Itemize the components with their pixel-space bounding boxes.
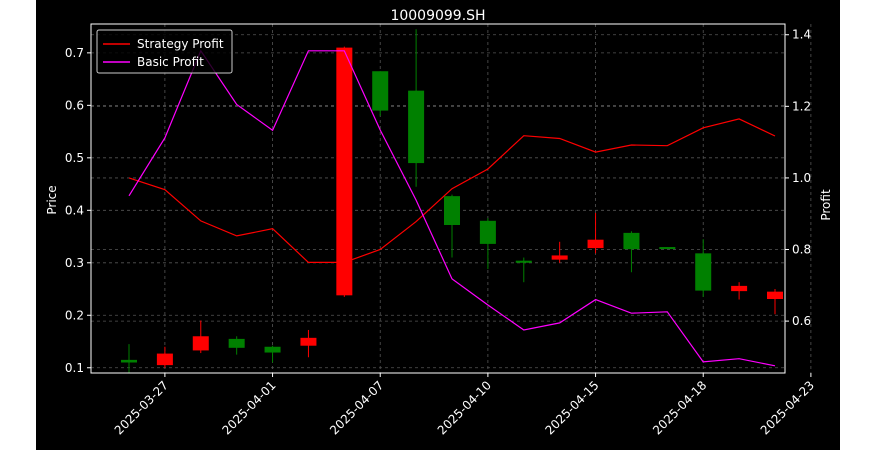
candle-body bbox=[767, 291, 783, 300]
candle-body bbox=[372, 71, 389, 111]
legend-box bbox=[96, 29, 233, 74]
basic-profit-line bbox=[128, 49, 776, 367]
y-tick-label: 0.7 bbox=[65, 46, 84, 60]
y-axis-label-left: Price bbox=[45, 185, 59, 214]
plot-frame bbox=[90, 23, 786, 374]
legend-basic-label: Basic Profit bbox=[137, 55, 204, 69]
candle-body bbox=[192, 336, 209, 351]
candle-body bbox=[515, 260, 532, 263]
y-right-tick-label: 1.0 bbox=[792, 171, 811, 185]
candle-body bbox=[623, 232, 640, 250]
y-tick-label: 0.6 bbox=[65, 98, 84, 112]
y-right-tick-label: 1.2 bbox=[792, 99, 811, 113]
chart-title: 10009099.SH bbox=[390, 8, 485, 24]
candle-body bbox=[156, 353, 173, 366]
candle-body bbox=[264, 346, 281, 353]
y-tick-label: 0.5 bbox=[65, 151, 84, 165]
candle-body bbox=[731, 285, 748, 292]
candlestick-chart: 0.1 0.2 0.3 0.4 0.5 0.6 0.7 0.6 0.8 1.0 1.2 1.4 2025… bbox=[45, 8, 833, 438]
y-right-tick-label: 0.8 bbox=[792, 243, 811, 257]
x-tick-label: 2025-03-27 bbox=[112, 378, 171, 437]
candle-body bbox=[300, 337, 317, 346]
candle-body bbox=[336, 47, 353, 296]
candle-body bbox=[659, 247, 676, 250]
candle-body bbox=[695, 253, 712, 291]
y-right-tick-label: 1.4 bbox=[792, 28, 811, 42]
candles bbox=[121, 29, 783, 373]
y-tick-label: 0.4 bbox=[65, 203, 84, 217]
legend: Strategy Profit Basic Profit bbox=[96, 29, 233, 74]
x-tick-label: 2025-04-07 bbox=[327, 378, 386, 437]
y-tick-label: 0.3 bbox=[65, 256, 84, 270]
y-axis-label-right: Profit bbox=[819, 189, 833, 221]
candle-body bbox=[551, 255, 568, 260]
candle-body bbox=[121, 359, 137, 363]
axes: 0.1 0.2 0.3 0.4 0.5 0.6 0.7 0.6 0.8 1.0 1.2 1.4 2025… bbox=[65, 28, 817, 438]
candle-body bbox=[444, 196, 460, 226]
y-tick-label: 0.1 bbox=[65, 361, 84, 375]
y-tick-label: 0.2 bbox=[65, 308, 84, 322]
legend-strategy-label: Strategy Profit bbox=[137, 37, 224, 51]
strategy-profit-line bbox=[128, 118, 776, 263]
x-tick-label: 2025-04-01 bbox=[219, 378, 278, 437]
profit-lines bbox=[128, 49, 776, 367]
x-tick-label: 2025-04-10 bbox=[435, 378, 494, 437]
x-tick-label: 2025-04-18 bbox=[650, 378, 709, 437]
x-tick-label: 2025-04-15 bbox=[542, 378, 601, 437]
candle-body bbox=[228, 338, 245, 348]
candle-body bbox=[587, 239, 604, 249]
candle-body bbox=[479, 220, 496, 244]
candle-body bbox=[408, 90, 425, 164]
chart-figure: 0.1 0.2 0.3 0.4 0.5 0.6 0.7 0.6 0.8 1.0 1.2 1.4 2025… bbox=[36, 0, 840, 450]
x-tick-label: 2025-04-23 bbox=[758, 378, 817, 437]
y-right-tick-label: 0.6 bbox=[792, 314, 811, 328]
